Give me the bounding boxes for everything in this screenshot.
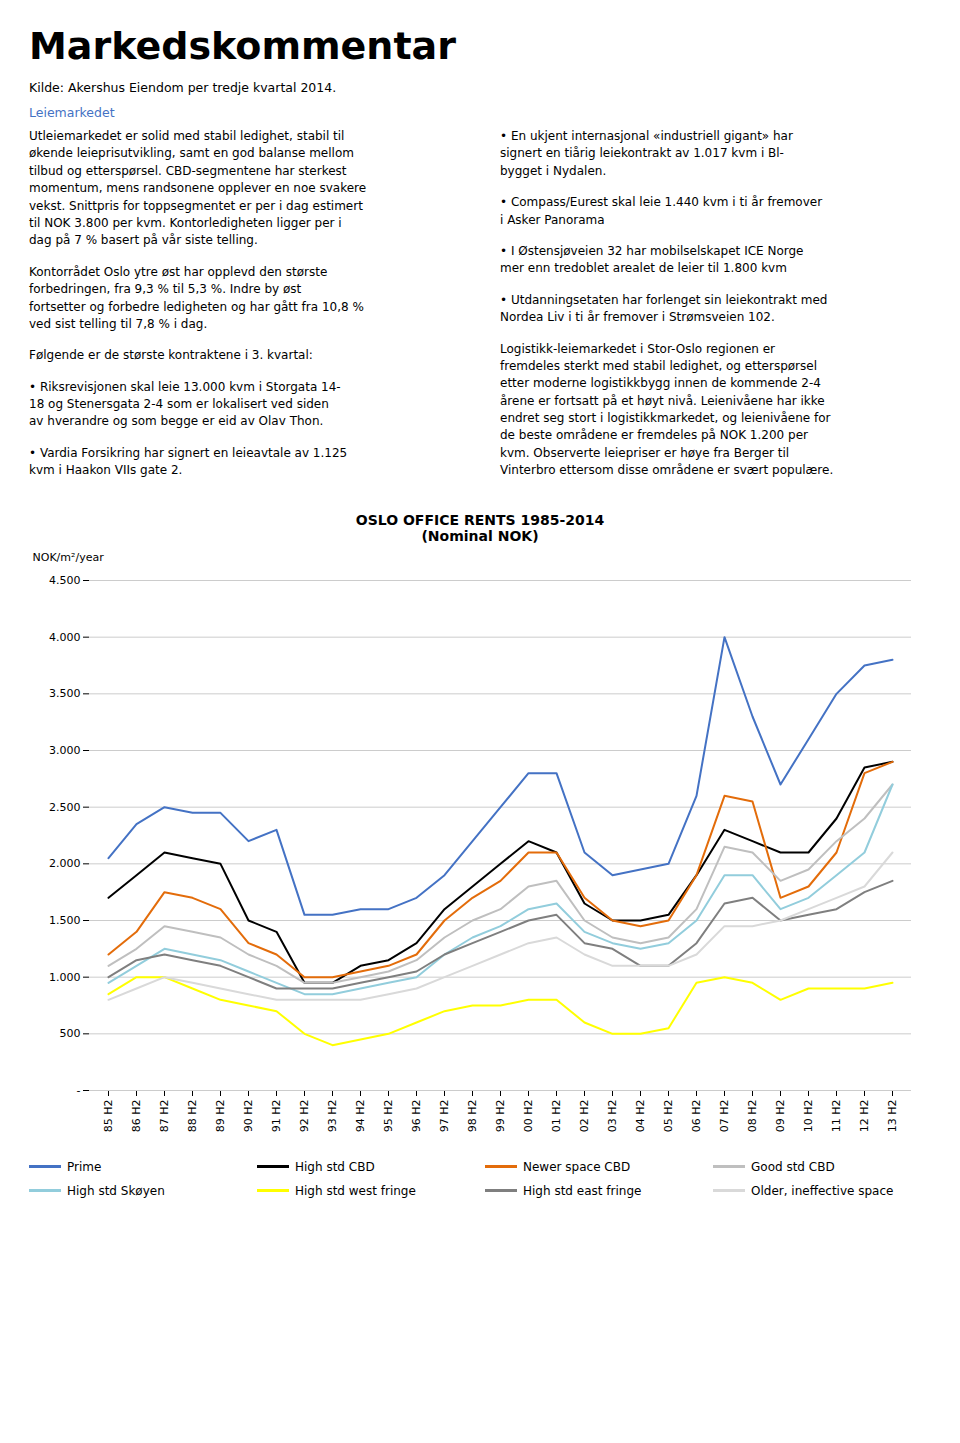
svg-text:NOK/m²/year: NOK/m²/year [33,551,105,564]
html-text:Kilde: Akershus Eiendom per tr: Kilde: Akershus Eiendom per tredje kvart… [29,80,337,95]
html-text:High std Skøyen: High std Skøyen [67,1183,165,1198]
svg-text:97 H2: 97 H2 [438,1099,451,1132]
svg-text:13 H2: 13 H2 [886,1099,899,1132]
html-text:Følgende er de største kontrak: Følgende er de største kontraktene i 3. … [29,348,313,363]
svg-text:01 H2: 01 H2 [550,1099,563,1132]
html-text:High std CBD: High std CBD [295,1159,375,1174]
svg-text:4.000: 4.000 [49,630,81,643]
svg-text:87 H2: 87 H2 [158,1099,171,1132]
html-text:Kontorrådet Oslo ytre øst har: Kontorrådet Oslo ytre øst har opplevd de… [29,264,364,331]
html-text:Newer space CBD: Newer space CBD [523,1159,631,1174]
svg-text:2.500: 2.500 [49,800,81,813]
svg-text:86 H2: 86 H2 [130,1099,143,1132]
svg-text:93 H2: 93 H2 [326,1099,339,1132]
html-text:Prime: Prime [67,1159,102,1174]
svg-text:07 H2: 07 H2 [718,1099,731,1132]
svg-text:02 H2: 02 H2 [578,1099,591,1132]
html-text:Markedskommentar: Markedskommentar [29,24,456,68]
svg-text:06 H2: 06 H2 [690,1099,703,1132]
html-text:High std east fringe: High std east fringe [523,1183,642,1198]
svg-text:3.000: 3.000 [49,744,81,757]
svg-text:4.500: 4.500 [49,574,81,587]
svg-text:1.000: 1.000 [49,970,81,983]
html-text:• Riksrevisjonen skal leie 13.: • Riksrevisjonen skal leie 13.000 kvm i … [29,379,341,429]
svg-text:04 H2: 04 H2 [634,1099,647,1132]
html-text:• En ukjent internasjonal «ind: • En ukjent internasjonal «industriell g… [500,129,793,178]
svg-text:98 H2: 98 H2 [466,1099,479,1132]
html-text:• Vardia Forsikring har signer: • Vardia Forsikring har signert en leiea… [29,445,348,478]
svg-text:92 H2: 92 H2 [298,1099,311,1132]
svg-text:85 H2: 85 H2 [102,1099,115,1132]
html-text:Older, ineffective space: Older, ineffective space [751,1183,894,1198]
html-text:• Compass/Eurest skal leie 1.4: • Compass/Eurest skal leie 1.440 kvm i t… [500,195,823,227]
svg-text:91 H2: 91 H2 [270,1099,283,1132]
svg-text:96 H2: 96 H2 [410,1099,423,1132]
svg-text:08 H2: 08 H2 [746,1099,759,1132]
svg-text:2.000: 2.000 [49,857,81,870]
svg-text:03 H2: 03 H2 [606,1099,619,1132]
svg-text:88 H2: 88 H2 [186,1099,199,1132]
html-text:Logistikk-leiemarkedet i Stor-: Logistikk-leiemarkedet i Stor-Oslo regio… [500,341,834,478]
svg-text:05 H2: 05 H2 [662,1099,675,1132]
svg-text:3.500: 3.500 [49,687,81,700]
svg-text:12 H2: 12 H2 [858,1099,871,1132]
svg-text:90 H2: 90 H2 [242,1099,255,1132]
svg-text:89 H2: 89 H2 [214,1099,227,1132]
svg-text:94 H2: 94 H2 [354,1099,367,1132]
svg-text:99 H2: 99 H2 [494,1099,507,1132]
svg-text:00 H2: 00 H2 [522,1099,535,1132]
svg-text:500: 500 [60,1027,81,1040]
svg-text:11 H2: 11 H2 [830,1099,843,1132]
svg-text:95 H2: 95 H2 [382,1099,395,1132]
html-text:Utleiemarkedet er solid med st: Utleiemarkedet er solid med stabil ledig… [29,129,367,248]
svg-text:10 H2: 10 H2 [802,1099,815,1132]
html-text:• I Østensjøveien 32 har mobil: • I Østensjøveien 32 har mobilselskapet … [500,244,804,276]
svg-text:09 H2: 09 H2 [774,1099,787,1132]
html-text:OSLO OFFICE RENTS 1985-2014 (N: OSLO OFFICE RENTS 1985-2014 (Nominal NOK… [355,511,605,544]
html-text:High std west fringe: High std west fringe [295,1183,416,1198]
html-text:• Utdanningsetaten har forleng: • Utdanningsetaten har forlenget sin lei… [500,292,828,325]
html-text:Good std CBD: Good std CBD [751,1159,835,1174]
html-text:Leiemarkedet: Leiemarkedet [29,105,115,120]
svg-text:-: - [77,1084,81,1097]
svg-text:1.500: 1.500 [49,914,81,927]
